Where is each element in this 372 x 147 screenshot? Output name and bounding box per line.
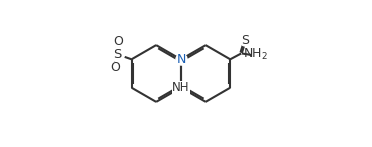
Text: O: O [110, 61, 121, 74]
Text: O: O [113, 35, 124, 48]
Text: NH$_2$: NH$_2$ [243, 47, 268, 62]
Text: S: S [241, 34, 249, 47]
Text: N: N [176, 53, 186, 66]
Text: NH: NH [172, 81, 190, 94]
Text: S: S [113, 48, 121, 61]
